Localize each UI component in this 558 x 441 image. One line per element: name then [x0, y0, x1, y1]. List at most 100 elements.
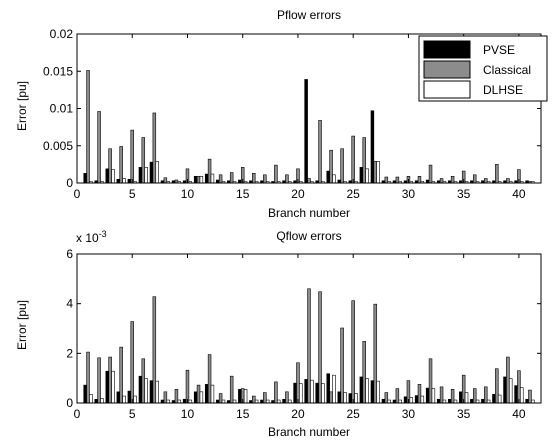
- bar-classical-32: [428, 358, 433, 404]
- bar-dlhse-35: [464, 392, 469, 404]
- bar-classical-5: [130, 321, 134, 404]
- bar-dlhse-11: [199, 175, 204, 184]
- x-tick-label: 0: [74, 187, 81, 201]
- bar-classical-36: [472, 388, 477, 404]
- x-tick-label: 35: [457, 407, 471, 421]
- bar-classical-16: [252, 173, 256, 184]
- x-tick-label: 10: [181, 187, 195, 201]
- legend-label-classical: Classical: [483, 63, 531, 77]
- bar-pvse-4: [116, 391, 121, 404]
- bar-classical-37: [484, 178, 488, 184]
- bar-classical-35: [461, 374, 466, 404]
- bar-classical-9: [174, 389, 179, 404]
- x-tick-label: 30: [402, 407, 416, 421]
- bar-classical-1: [86, 351, 90, 404]
- bar-dlhse-21: [310, 379, 314, 404]
- qflow-chart: Qflow errors x 10-3 Error [pu] Branch nu…: [15, 229, 542, 439]
- bar-dlhse-2: [100, 398, 104, 404]
- bar-classical-24: [340, 327, 344, 404]
- bar-classical-3: [108, 356, 112, 404]
- bar-classical-6: [141, 137, 146, 184]
- y-ticks: 0 0.005 0.01 0.015 0.02: [43, 27, 541, 190]
- bar-classical-25: [351, 135, 355, 184]
- bar-classical-21: [307, 288, 311, 404]
- bar-classical-12: [207, 354, 212, 404]
- y-tick-label: 2: [66, 346, 73, 360]
- bar-dlhse-23: [332, 374, 336, 404]
- bar-dlhse-5: [133, 395, 137, 404]
- bar-classical-13: [218, 174, 223, 184]
- bar-dlhse-20: [299, 383, 303, 404]
- bar-classical-4: [119, 346, 123, 404]
- x-tick-label: 30: [402, 187, 416, 201]
- bar-classical-34: [450, 389, 455, 404]
- bar-classical-1: [86, 70, 90, 184]
- x-axis-label: Branch number: [268, 425, 350, 439]
- chart-title: Pflow errors: [277, 8, 341, 22]
- bar-pvse-1: [83, 173, 87, 184]
- bar-pvse-23: [326, 373, 330, 404]
- bar-pvse-28: [381, 398, 386, 404]
- y-tick-label: 0: [66, 396, 73, 410]
- bar-classical-11: [196, 384, 201, 404]
- bar-classical-38: [495, 368, 499, 404]
- bar-dlhse-7: [155, 380, 159, 404]
- bar-classical-10: [185, 369, 190, 404]
- bar-pvse-35: [459, 391, 463, 404]
- bar-classical-19: [285, 174, 289, 184]
- bar-dlhse-3: [111, 169, 115, 184]
- bar-pvse-21: [304, 379, 308, 404]
- x-ticks: 0 5 10 15 20 25 30 35 40: [74, 34, 526, 201]
- bar-dlhse-3: [111, 370, 115, 404]
- bar-classical-20: [296, 362, 300, 404]
- bar-pvse-4: [116, 178, 121, 184]
- bar-pvse-23: [326, 170, 330, 184]
- legend-swatch-pvse: [423, 40, 471, 59]
- bar-classical-41: [528, 389, 532, 404]
- bar-pvse-24: [337, 391, 341, 404]
- bar-pvse-37: [481, 398, 485, 404]
- bar-group: [83, 70, 535, 184]
- bar-classical-25: [351, 300, 355, 404]
- pflow-chart: Pflow errors Error [pu] Branch number 00…: [15, 8, 548, 220]
- x-tick-label: 0: [74, 407, 81, 421]
- bar-classical-18: [274, 164, 278, 184]
- bar-pvse-5: [127, 178, 132, 184]
- bar-classical-2: [97, 111, 101, 184]
- bar-classical-28: [384, 176, 389, 184]
- bar-dlhse-15: [243, 389, 248, 404]
- bar-dlhse-24: [343, 392, 347, 404]
- bar-pvse-22: [315, 382, 319, 404]
- bar-pvse-11: [193, 391, 198, 404]
- bar-pvse-26: [359, 376, 364, 404]
- x-tick-label: 10: [181, 407, 195, 421]
- bar-classical-19: [285, 391, 289, 404]
- bar-classical-22: [318, 120, 322, 184]
- bar-dlhse-23: [332, 174, 336, 184]
- bar-pvse-30: [403, 396, 408, 404]
- bar-pvse-12: [204, 384, 209, 404]
- bar-pvse-3: [105, 168, 110, 184]
- bar-classical-7: [152, 112, 157, 184]
- bar-pvse-38: [492, 394, 496, 404]
- legend-swatch-classical: [423, 60, 471, 79]
- x-tick-label: 40: [512, 187, 526, 201]
- bar-classical-17: [263, 174, 267, 184]
- bar-pvse-5: [127, 390, 132, 404]
- bar-dlhse-11: [199, 391, 204, 404]
- bar-classical-36: [472, 174, 477, 184]
- bar-dlhse-4: [122, 395, 126, 404]
- x-axis-label: Branch number: [268, 206, 350, 220]
- bar-dlhse-12: [210, 384, 215, 404]
- bar-classical-31: [417, 384, 422, 404]
- bar-classical-29: [395, 388, 400, 404]
- bar-pvse-25: [348, 393, 353, 404]
- bar-classical-39: [506, 178, 510, 184]
- bar-classical-23: [329, 391, 333, 404]
- bar-classical-34: [450, 175, 455, 184]
- bar-dlhse-7: [155, 161, 159, 184]
- bar-pvse-7: [149, 380, 154, 404]
- bar-classical-26: [362, 341, 366, 404]
- bar-pvse-34: [448, 398, 452, 404]
- x-tick-label: 25: [347, 407, 361, 421]
